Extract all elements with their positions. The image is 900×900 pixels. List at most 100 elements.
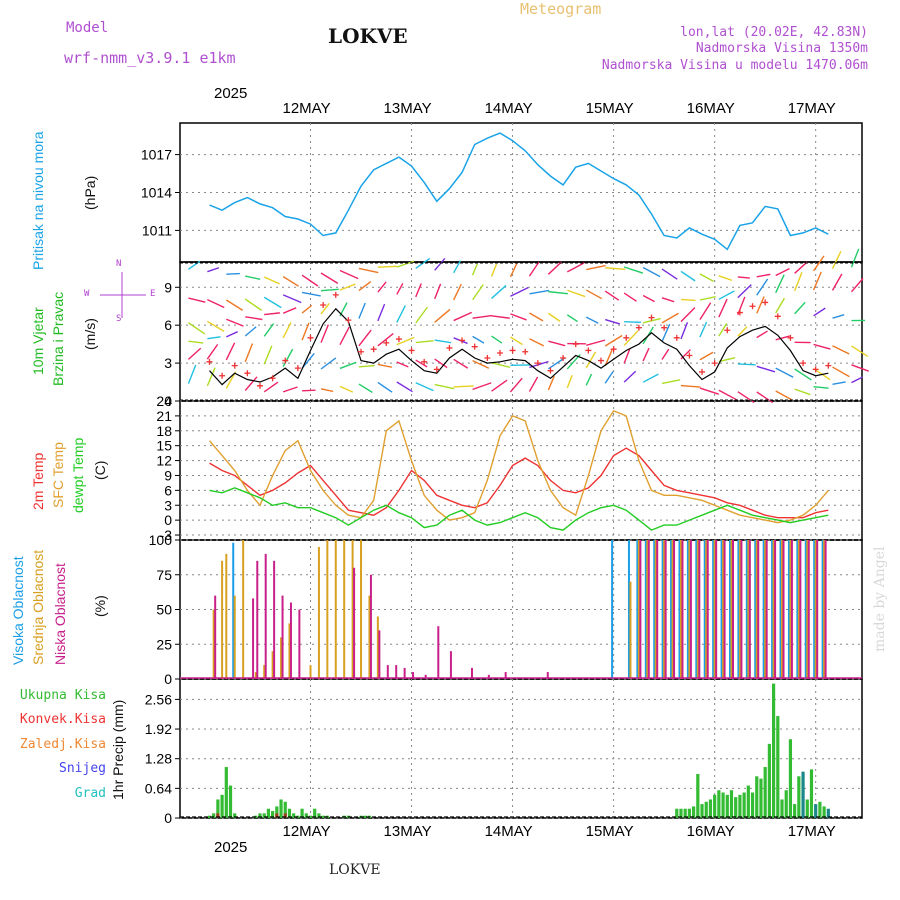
cloud-bar-mid [814,540,817,679]
wind-arrow [812,271,822,291]
top-day-label: 13MAY [383,100,432,117]
wind-arrow [850,248,860,268]
precip-bar-total [750,792,755,818]
cloud-bar-mid [271,651,274,679]
cloud-bar-high [232,542,235,679]
wind-arrow [642,373,659,383]
wind-arrow [547,312,561,322]
wind-gust-mark [812,366,819,373]
ytick-label-cloud: 100 [149,532,173,548]
wind-gust-mark [332,291,339,298]
cloud-bar-low [748,540,751,679]
model-name: wrf-nmm_v3.9.1 e1km [64,49,236,67]
precip-bar-total [826,808,830,818]
wind-arrow [794,388,811,396]
wind-arrow [358,383,373,393]
cloud-bar-low [386,665,389,679]
cloud-bar-low [647,540,650,679]
wind-arrow [453,358,469,369]
ytick-label-temp: 0 [164,512,172,528]
wind-arrow [661,379,681,385]
wind-gust-mark [635,324,642,331]
wind-arrow [529,338,545,347]
ytick-label-temp: 24 [156,393,172,409]
wind-arrow [301,291,321,297]
ytick-label-temp: 15 [156,438,172,454]
precip-bar-total [363,815,367,818]
cloud-bar-mid [326,540,329,679]
wind-arrow [263,296,282,309]
wind-arrow [832,366,850,378]
wind-arrow [813,343,831,350]
wind-arrow [377,303,386,322]
coords-label: lon,lat (20.02E, 42.83N) [680,25,868,40]
cloud-bar-low [273,560,276,679]
temp-2m-line [209,447,829,519]
wind-arrow [775,297,786,314]
cloud-bar-low [673,540,676,679]
wind-arrow [264,312,280,316]
wind-arrow [207,336,221,340]
wind-arrow [699,302,712,320]
precip-bar-total [692,806,696,818]
wind-arrow [718,389,737,401]
precip-bar-total [696,773,700,818]
cloud-bar-high [779,540,782,679]
wind-arrow [699,295,716,301]
ytick-label-wind: 0 [164,393,172,409]
cloud-bar-high [813,540,816,679]
wind-arrow [244,343,254,363]
wind-arrow [813,255,825,272]
cloud-bar-mid [747,540,750,679]
wind-arrow [547,261,563,275]
cloud-bar-high [670,540,673,679]
wind-arrow [737,326,748,337]
precip-bar-total [224,767,228,818]
wind-arrow [623,330,639,346]
cloud-bar-low [437,626,440,679]
precip-bar-total [228,785,233,818]
precip-legend-hail: Grad [74,786,106,801]
wind-arrow [623,292,637,302]
cloud-bar-mid [343,540,346,679]
cloud-bar-mid [713,540,716,679]
wind-arrow [585,316,599,324]
wind-arrow [718,357,736,363]
wind-arrow [718,290,735,300]
precip-bar-total [317,813,321,818]
cloud-bar-low [790,540,793,679]
wind-arrow [794,368,812,381]
wind-arrow [282,348,294,367]
wind-gust-mark [547,367,554,374]
precip-bar-total [755,776,759,818]
precip-bar-total [321,815,325,818]
wind-arrow [396,361,409,368]
model-altitude-label: Nadmorska Visina u modelu 1470.06m [601,58,868,73]
wind-arrow [282,276,299,287]
wind-gust-mark [231,362,238,369]
wind-arrow [471,263,478,276]
precip-bar-total [287,808,292,818]
cloud-bar-low [449,651,452,679]
wind-arrow [491,335,503,344]
cloud-bar-high [627,540,630,679]
cloud-bar-high [754,540,757,679]
altitude-label: Nadmorska Visina 1350m [695,41,868,56]
wind-compass-w: W [84,289,90,299]
wind-arrow [320,272,339,284]
wind-arrow [225,342,236,361]
wind-arrow [396,305,407,323]
wind-arrow [434,283,442,300]
wind-arrow [472,360,490,369]
wind-arrow [548,290,568,295]
wind-arrow [434,358,448,369]
wind-gust-mark [446,344,453,351]
cloud-bar-mid [772,540,775,679]
cloud-bar-high [653,540,656,679]
wind-gust-mark [471,343,478,350]
wind-arrow [491,379,508,392]
wind-arrow [794,261,808,274]
wind-arrow [358,364,375,368]
wind-gust-mark [395,336,402,343]
ytick-label-cloud: 0 [164,671,172,687]
